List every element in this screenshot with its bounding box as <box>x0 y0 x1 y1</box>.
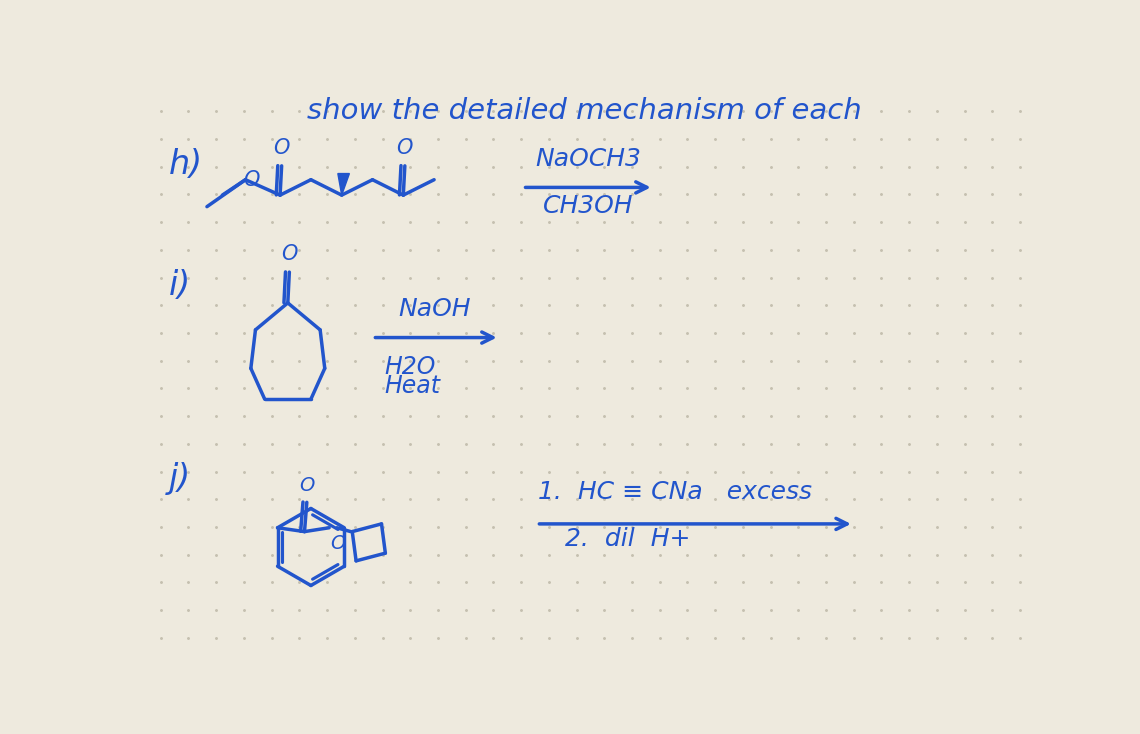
Text: O: O <box>274 138 290 158</box>
Text: j): j) <box>169 462 190 495</box>
Text: h): h) <box>169 148 203 181</box>
Text: O: O <box>244 170 260 190</box>
Text: H2O: H2O <box>384 355 435 379</box>
Text: O: O <box>299 476 315 495</box>
Text: Heat: Heat <box>384 374 440 398</box>
Text: show the detailed mechanism of each: show the detailed mechanism of each <box>307 97 862 126</box>
Text: 1.  HC ≡ CNa   excess: 1. HC ≡ CNa excess <box>538 479 812 504</box>
Text: CH3OH: CH3OH <box>543 194 634 217</box>
Text: O: O <box>331 534 347 553</box>
Text: O: O <box>397 138 413 158</box>
Text: 2.  dil  H+: 2. dil H+ <box>565 527 691 551</box>
Text: NaOH: NaOH <box>398 297 471 321</box>
Polygon shape <box>337 173 349 195</box>
Text: NaOCH3: NaOCH3 <box>535 148 641 171</box>
Text: O: O <box>282 244 298 264</box>
Text: i): i) <box>169 269 190 302</box>
